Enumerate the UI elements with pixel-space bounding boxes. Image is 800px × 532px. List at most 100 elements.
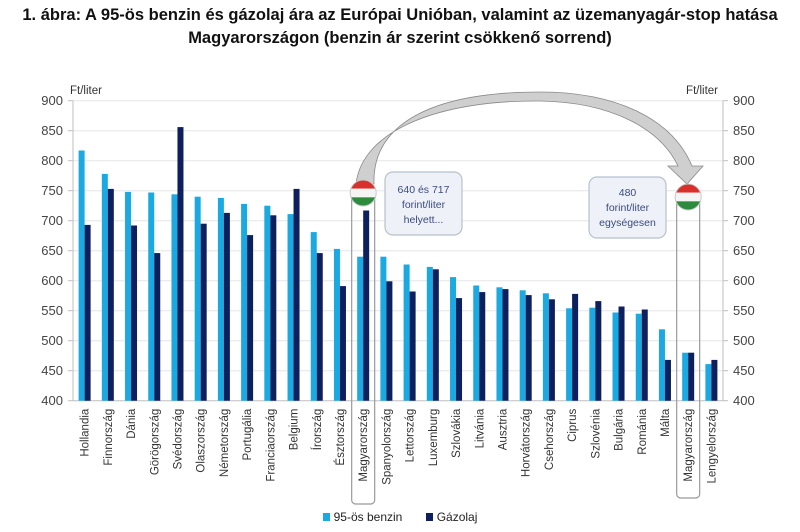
x-tick-label: Lettország xyxy=(405,409,417,463)
bar-gazolaj xyxy=(595,301,602,401)
x-tick-label: Románia xyxy=(637,408,649,455)
y-tick-label-left: 500 xyxy=(41,333,63,348)
legend: 95-ös benzin Gázolaj xyxy=(0,510,800,524)
bar-benzin xyxy=(519,290,526,401)
x-tick-label: Magyarország xyxy=(683,409,695,482)
bar-benzin xyxy=(194,196,201,401)
bar-benzin xyxy=(496,287,503,401)
callout-line: forint/liter xyxy=(402,199,446,211)
x-tick-label: Spanyolország xyxy=(381,409,393,485)
flag-rim xyxy=(674,183,702,211)
bars xyxy=(78,127,718,401)
y-tick-label-left: 900 xyxy=(41,93,63,108)
y-tick-label-right: 400 xyxy=(733,393,755,408)
y-axis-left-unit: Ft/liter xyxy=(70,85,102,97)
x-tick-label: Finnország xyxy=(103,409,115,466)
y-tick-label-right: 800 xyxy=(733,153,755,168)
y-tick-label-left: 450 xyxy=(41,363,63,378)
flag-stripe-green xyxy=(675,201,702,210)
bar-benzin xyxy=(78,150,85,401)
x-tick-label: Franciaország xyxy=(265,409,277,482)
y-tick-label-right: 500 xyxy=(733,333,755,348)
legend-item-benzin: 95-ös benzin xyxy=(322,510,403,524)
bar-benzin xyxy=(264,205,271,401)
x-tick-label: Csehország xyxy=(544,409,556,470)
bar-gazolaj xyxy=(525,295,532,401)
x-tick-label: Írország xyxy=(311,409,324,451)
y-tick-label-right: 450 xyxy=(733,363,755,378)
hungarian-flag-icon xyxy=(349,179,377,207)
bar-benzin xyxy=(380,256,387,401)
bar-benzin xyxy=(426,266,433,401)
bar-benzin xyxy=(310,232,317,401)
bar-gazolaj xyxy=(479,292,486,401)
bar-gazolaj xyxy=(386,281,393,401)
x-tick-label: Észtország xyxy=(334,409,347,466)
callout-box xyxy=(588,176,667,239)
bar-gazolaj xyxy=(456,298,463,401)
y-tick-label-left: 700 xyxy=(41,213,63,228)
bar-gazolaj xyxy=(316,253,323,401)
bar-benzin xyxy=(148,192,155,401)
chart-title-line-2: Magyarországon (benzin ár szerint csökke… xyxy=(188,29,612,47)
bar-gazolaj xyxy=(84,224,91,401)
bar-gazolaj xyxy=(548,299,555,401)
x-tick-label: Bulgária xyxy=(614,408,626,451)
x-tick-label: Belgium xyxy=(289,409,301,451)
bar-gazolaj xyxy=(502,289,509,401)
flag-stripe-white xyxy=(675,192,702,202)
bar-benzin xyxy=(287,214,294,401)
curved-arrow xyxy=(355,91,704,185)
x-axis-labels: Hollandia Finnország Dánia Görögország Svédo… xyxy=(80,408,719,485)
y-tick-label-left: 600 xyxy=(41,273,63,288)
x-tick-label: Lengyelország xyxy=(706,409,718,484)
x-tick-label: Olaszország xyxy=(196,409,208,473)
flag-stripe-green xyxy=(350,197,377,206)
callout-after: 480 forint/liter egységesen xyxy=(588,176,667,239)
x-tick-label: Svédország xyxy=(172,409,184,470)
x-tick-label: Németország xyxy=(219,409,231,477)
bar-benzin xyxy=(101,173,108,401)
bar-gazolaj xyxy=(572,293,579,401)
bar-gazolaj xyxy=(641,309,648,401)
bar-benzin xyxy=(635,313,642,401)
bar-benzin xyxy=(682,352,689,401)
x-tick-label: Hollandia xyxy=(80,408,92,457)
callout-line: egységesen xyxy=(599,217,656,229)
y-tick-label-right: 650 xyxy=(733,243,755,258)
x-tick-label: Szlovénia xyxy=(590,408,602,458)
x-tick-label: Horvátország xyxy=(521,409,533,477)
bar-gazolaj xyxy=(618,306,625,401)
bar-gazolaj xyxy=(664,359,671,401)
flag-stripe-white xyxy=(350,188,377,198)
callout-line: 480 xyxy=(619,187,637,199)
flag-rim xyxy=(349,179,377,207)
flag-stripe-red xyxy=(675,184,702,193)
callout-box xyxy=(384,171,463,236)
y-tick-label-left: 650 xyxy=(41,243,63,258)
bar-benzin xyxy=(171,194,178,401)
y-tick-label-right: 600 xyxy=(733,273,755,288)
flag-stripe-red xyxy=(350,180,377,189)
callout-line: 640 és 717 xyxy=(398,184,450,196)
x-tick-label: Ausztria xyxy=(497,408,509,450)
callout-line: forint/liter xyxy=(606,202,650,214)
x-tick-label: Szlovákia xyxy=(451,408,463,458)
legend-swatch-benzin xyxy=(322,513,330,521)
bar-benzin xyxy=(658,329,665,401)
y-axis-right-labels: 400 450 500 550 600 650 700 750 800 850 900 xyxy=(733,93,755,408)
y-axis-left-labels: 400 450 500 550 600 650 700 750 800 850 900 xyxy=(41,93,63,408)
bar-gazolaj xyxy=(339,286,346,401)
bar-gazolaj xyxy=(363,210,370,401)
bar-benzin xyxy=(450,277,457,401)
callout-before: 640 és 717 forint/liter helyett... xyxy=(384,171,463,236)
x-tick-label: Portugália xyxy=(242,408,254,460)
bar-gazolaj xyxy=(154,253,161,401)
legend-label: 95-ös benzin xyxy=(333,510,403,524)
chart-title-line-1: 1. ábra: A 95-ös benzin és gázolaj ára a… xyxy=(22,6,778,24)
bar-gazolaj xyxy=(293,188,300,401)
y-tick-label-right: 900 xyxy=(733,93,755,108)
bar-gazolaj xyxy=(200,223,207,401)
bar-benzin xyxy=(705,364,712,401)
